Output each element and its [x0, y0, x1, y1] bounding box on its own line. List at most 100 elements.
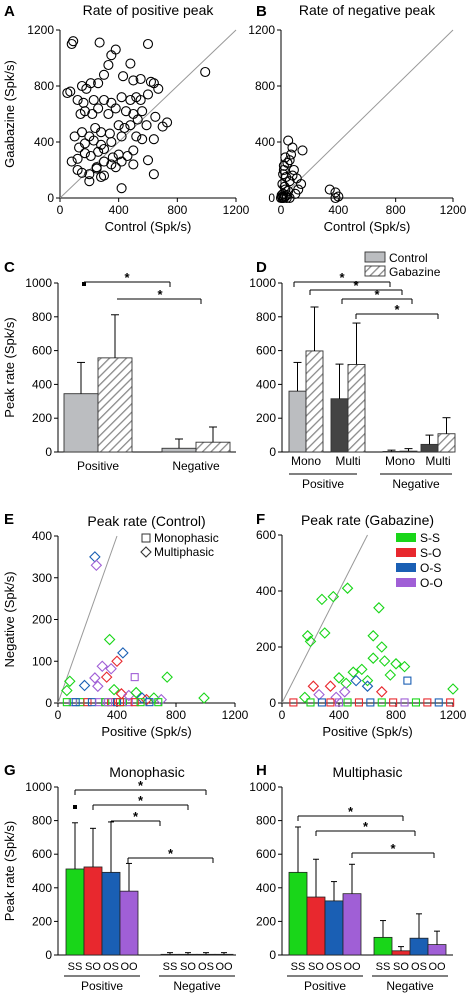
data-point-multiphasic — [105, 662, 117, 675]
data-point-monophasic — [87, 698, 96, 707]
y-tick-label: 400 — [32, 529, 52, 543]
y-axis-label: Peak rate (Spk/s) — [2, 317, 17, 417]
data-point — [132, 114, 143, 125]
data-point — [76, 127, 88, 138]
data-point-multiphasic — [89, 672, 101, 684]
data-point — [281, 192, 292, 204]
y-tick-label: 200 — [256, 411, 276, 425]
category-label: Multi — [425, 454, 450, 468]
legend-symbol-multiphasic — [140, 546, 152, 558]
data-point — [285, 149, 297, 160]
data-point — [125, 58, 136, 69]
sig-star: * — [394, 302, 400, 317]
y-tick-label: 800 — [32, 814, 52, 828]
category-label: OO — [215, 961, 233, 973]
data-point-multiphasic — [103, 633, 116, 646]
panel-letter: F — [256, 511, 265, 528]
legend-swatch-control — [364, 251, 386, 263]
panel-letter: B — [256, 3, 267, 20]
data-point — [107, 152, 118, 163]
data-point-monophasic — [446, 698, 455, 707]
data-point-multiphasic — [100, 671, 113, 683]
data-point-multiphasic — [361, 674, 374, 687]
data-point — [119, 122, 130, 134]
data-point — [282, 157, 293, 169]
data-point — [88, 135, 99, 146]
x-tick-label: 400 — [329, 708, 349, 722]
data-point — [84, 176, 95, 187]
legend-swatch-gabazine — [364, 265, 386, 277]
category-label: SS — [163, 961, 178, 973]
data-point-multiphasic — [117, 647, 129, 659]
data-point — [98, 156, 110, 167]
data-point — [148, 169, 159, 180]
data-point — [125, 94, 136, 106]
data-point-monophasic — [124, 698, 133, 707]
bar — [437, 433, 456, 453]
data-point-monophasic — [423, 698, 432, 707]
data-point-multiphasic — [78, 679, 91, 692]
data-point — [153, 83, 164, 94]
data-point — [91, 162, 102, 173]
data-point — [104, 128, 115, 139]
data-point-multiphasic — [304, 635, 317, 648]
data-point — [291, 173, 302, 184]
x-tick-label: 800 — [386, 708, 406, 722]
data-point-multiphasic — [375, 686, 388, 698]
y-tick-label: 1200 — [27, 23, 54, 37]
y-tick-label: 400 — [256, 377, 276, 391]
category-label: OO — [428, 961, 446, 973]
panel-letter: H — [256, 762, 267, 779]
category-label: Mono — [291, 454, 321, 468]
group-label: Negative — [173, 979, 221, 993]
y-tick-label: 200 — [256, 640, 276, 654]
panel-letter: A — [4, 3, 15, 20]
legend-label: Gabazine — [389, 265, 441, 279]
y-tick-label: 0 — [47, 191, 54, 205]
data-point — [98, 69, 110, 80]
data-point-monophasic — [71, 698, 80, 707]
y-tick-label: 200 — [32, 613, 52, 627]
bar — [420, 443, 439, 453]
data-point — [79, 148, 90, 159]
legend-swatch — [396, 548, 416, 557]
bar — [399, 450, 418, 453]
data-point-monophasic — [334, 698, 344, 707]
group-label: Positive — [81, 979, 123, 993]
bar — [63, 393, 99, 453]
bar — [178, 953, 198, 956]
panel-title: Rate of positive peak — [83, 2, 215, 18]
y-tick-label: 0 — [269, 948, 276, 962]
y-tick-label: 800 — [34, 79, 54, 93]
data-point-monophasic — [306, 698, 315, 707]
data-point — [287, 142, 298, 153]
panel-letter: G — [4, 762, 16, 779]
bar — [382, 451, 401, 453]
data-point — [122, 150, 133, 162]
data-point-multiphasic — [90, 559, 103, 572]
sig-star: * — [390, 841, 396, 856]
data-point-multiphasic — [333, 672, 345, 684]
x-tick-label: 0 — [279, 708, 286, 722]
data-point — [96, 171, 107, 183]
y-tick-label: 1000 — [249, 276, 276, 290]
legend-label: Control — [389, 251, 428, 265]
identity-line — [281, 534, 368, 704]
y-tick-label: 0 — [269, 696, 276, 710]
data-point-multiphasic — [367, 630, 379, 642]
category-label: SS — [376, 961, 391, 973]
category-label: OO — [120, 961, 138, 973]
data-point — [110, 103, 121, 114]
legend-symbol-monophasic — [141, 533, 151, 543]
y-tick-label: 600 — [256, 847, 276, 861]
bar — [330, 398, 349, 453]
bar — [195, 441, 231, 453]
panel-title: Rate of negative peak — [299, 2, 436, 18]
y-tick-label: 0 — [45, 696, 52, 710]
data-point — [131, 131, 142, 142]
data-point — [79, 138, 90, 149]
data-point — [145, 76, 156, 87]
y-tick-label: 1200 — [248, 23, 275, 37]
identity-line — [57, 535, 118, 704]
data-point-multiphasic — [324, 680, 337, 692]
